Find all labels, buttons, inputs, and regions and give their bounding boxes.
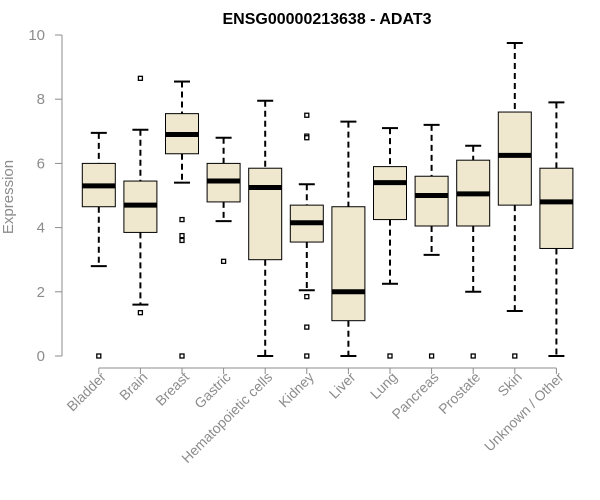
y-axis: 0 2 4 6 8 10	[28, 27, 63, 365]
x-tick-label: Skin	[494, 369, 525, 400]
outlier-point	[387, 353, 393, 359]
outlier-point	[304, 293, 310, 300]
box-group	[539, 101, 574, 357]
box-group	[497, 42, 532, 359]
outlier-point	[428, 353, 435, 359]
y-tick-label: 4	[37, 220, 45, 237]
box-group	[331, 120, 366, 357]
outlier-point	[179, 232, 185, 239]
x-tick-label: Liver	[326, 369, 359, 402]
x-tick-label: Unknown / Other	[481, 369, 567, 455]
iqr-box	[497, 111, 532, 206]
y-axis-label: Expression	[0, 160, 17, 234]
x-tick-label: Bladder	[63, 369, 109, 415]
outlier-point	[304, 353, 310, 359]
y-tick-label: 10	[28, 27, 45, 44]
outlier-point	[220, 258, 227, 264]
outlier-point	[304, 324, 310, 330]
box-group	[373, 127, 407, 359]
x-tick-label: Prostate	[435, 369, 483, 417]
iqr-box	[248, 167, 283, 261]
box-group	[206, 136, 241, 264]
outlier-point	[179, 216, 185, 223]
iqr-box	[539, 167, 574, 249]
outlier-point	[512, 353, 518, 359]
box-group	[123, 75, 158, 316]
y-tick-label: 8	[37, 91, 45, 108]
x-tick-label: Brain	[116, 369, 150, 403]
iqr-box	[373, 166, 407, 221]
box-group	[81, 131, 116, 359]
box-group	[456, 144, 491, 359]
outlier-point	[179, 237, 185, 244]
outlier-point	[96, 353, 102, 359]
outlier-point	[179, 353, 185, 359]
box-group	[414, 123, 449, 359]
outlier-point	[470, 353, 476, 359]
boxes-layer	[81, 42, 574, 359]
iqr-box	[414, 175, 449, 227]
outlier-point	[137, 75, 144, 81]
box-group	[248, 99, 283, 357]
outlier-point	[304, 135, 310, 141]
box-group	[289, 112, 324, 359]
outlier-point	[137, 310, 144, 316]
outlier-point	[304, 112, 310, 118]
x-tick-label: Kidney	[275, 369, 317, 411]
iqr-box	[331, 206, 366, 322]
y-tick-label: 0	[37, 348, 45, 365]
box-group	[165, 80, 199, 359]
y-tick-label: 2	[37, 284, 45, 301]
y-tick-label: 6	[37, 155, 45, 172]
x-tick-label: Breast	[152, 369, 192, 409]
chart-title: ENSG00000213638 - ADAT3	[223, 11, 432, 28]
x-tick-label: Lung	[367, 369, 400, 402]
